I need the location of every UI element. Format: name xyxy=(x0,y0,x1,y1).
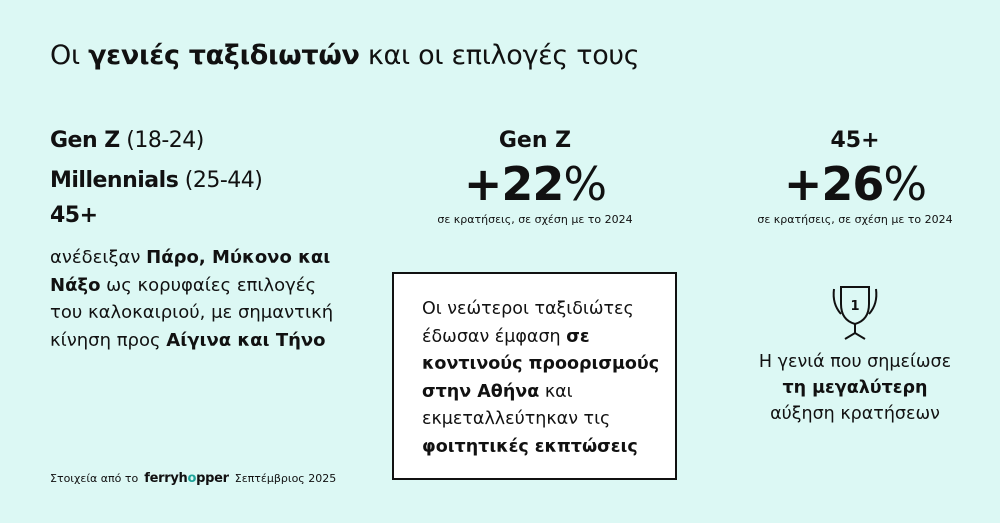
stat-caption: σε κρατήσεις, σε σχέση με το 2024 xyxy=(437,213,633,226)
genz-insight-box: Οι νεώτεροι ταξιδιώτες έδωσαν έμφαση σε … xyxy=(392,272,677,480)
destinations-paragraph: ανέδειξαν Πάρο, Μύκονο και Νάξο ως κορυφ… xyxy=(50,247,334,351)
footer-date: Σεπτέμβριος 2025 xyxy=(234,472,337,485)
generation-genz: Gen Z (18-24) xyxy=(50,128,204,153)
stat-45plus: 45+ +26% σε κρατήσεις, σε σχέση με το 20… xyxy=(725,128,985,226)
footer: Στοιχεία από το ferryhopper Σεπτέμβριος … xyxy=(50,471,336,486)
stat-value: +26% xyxy=(783,157,927,211)
ferryhopper-logo: ferryhopper xyxy=(144,471,229,486)
stat-caption: σε κρατήσεις, σε σχέση με το 2024 xyxy=(757,213,953,226)
trophy-number: 1 xyxy=(850,299,859,314)
generation-millennials: Millennials (25-44) xyxy=(50,168,263,193)
footer-source: Στοιχεία από το xyxy=(50,472,139,485)
generation-45plus: 45+ xyxy=(50,203,98,228)
stat-label: Gen Z xyxy=(498,128,572,153)
trophy-icon: 1 xyxy=(832,286,878,340)
stat-label: 45+ xyxy=(830,128,880,153)
stat-value: +22% xyxy=(463,157,607,211)
stat-genz: Gen Z +22% σε κρατήσεις, σε σχέση με το … xyxy=(405,128,665,226)
page-title: Οι γενιές ταξιδιωτών και οι επιλογές του… xyxy=(50,40,640,71)
biggest-growth-text: Η γενιά που σημείωσε τη μεγαλύτερη αύξησ… xyxy=(758,352,952,424)
